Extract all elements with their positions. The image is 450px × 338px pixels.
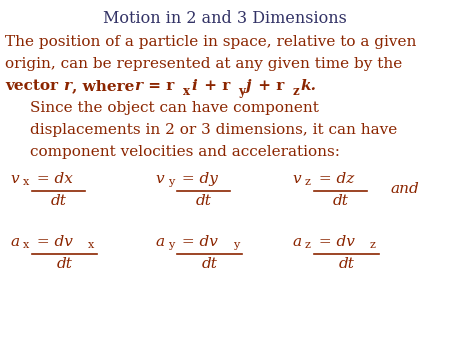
Text: z: z (370, 240, 376, 250)
Text: = dv: = dv (314, 235, 355, 249)
Text: i: i (191, 79, 197, 93)
Text: + r: + r (253, 79, 284, 93)
Text: j: j (246, 79, 252, 93)
Text: a: a (155, 235, 164, 249)
Text: x: x (183, 85, 190, 98)
Text: x: x (88, 240, 94, 250)
Text: dt: dt (338, 257, 355, 271)
Text: y: y (168, 240, 174, 250)
Text: v: v (10, 172, 18, 186)
Text: displacements in 2 or 3 dimensions, it can have: displacements in 2 or 3 dimensions, it c… (30, 123, 397, 137)
Text: y: y (168, 177, 174, 187)
Text: dt: dt (57, 257, 72, 271)
Text: + r: + r (199, 79, 230, 93)
Text: , where: , where (72, 79, 140, 93)
Text: x: x (23, 177, 29, 187)
Text: = dv: = dv (32, 235, 73, 249)
Text: dt: dt (50, 194, 67, 208)
Text: z: z (305, 177, 311, 187)
Text: The position of a particle in space, relative to a given: The position of a particle in space, rel… (5, 35, 416, 49)
Text: and: and (390, 182, 419, 196)
Text: = dy: = dy (177, 172, 218, 186)
Text: a: a (292, 235, 301, 249)
Text: dt: dt (196, 194, 212, 208)
Text: Since the object can have component: Since the object can have component (30, 101, 319, 115)
Text: vector: vector (5, 79, 63, 93)
Text: r: r (134, 79, 142, 93)
Text: y: y (238, 85, 245, 98)
Text: = r: = r (143, 79, 174, 93)
Text: k.: k. (300, 79, 316, 93)
Text: dt: dt (202, 257, 217, 271)
Text: y: y (233, 240, 239, 250)
Text: x: x (23, 240, 29, 250)
Text: = dv: = dv (177, 235, 218, 249)
Text: v: v (155, 172, 164, 186)
Text: v: v (292, 172, 301, 186)
Text: = dx: = dx (32, 172, 73, 186)
Text: z: z (305, 240, 311, 250)
Text: dt: dt (333, 194, 348, 208)
Text: Motion in 2 and 3 Dimensions: Motion in 2 and 3 Dimensions (103, 10, 347, 27)
Text: z: z (293, 85, 300, 98)
Text: component velocities and accelerations:: component velocities and accelerations: (30, 145, 340, 159)
Text: origin, can be represented at any given time by the: origin, can be represented at any given … (5, 57, 402, 71)
Text: a: a (10, 235, 19, 249)
Text: = dz: = dz (314, 172, 354, 186)
Text: r: r (63, 79, 71, 93)
